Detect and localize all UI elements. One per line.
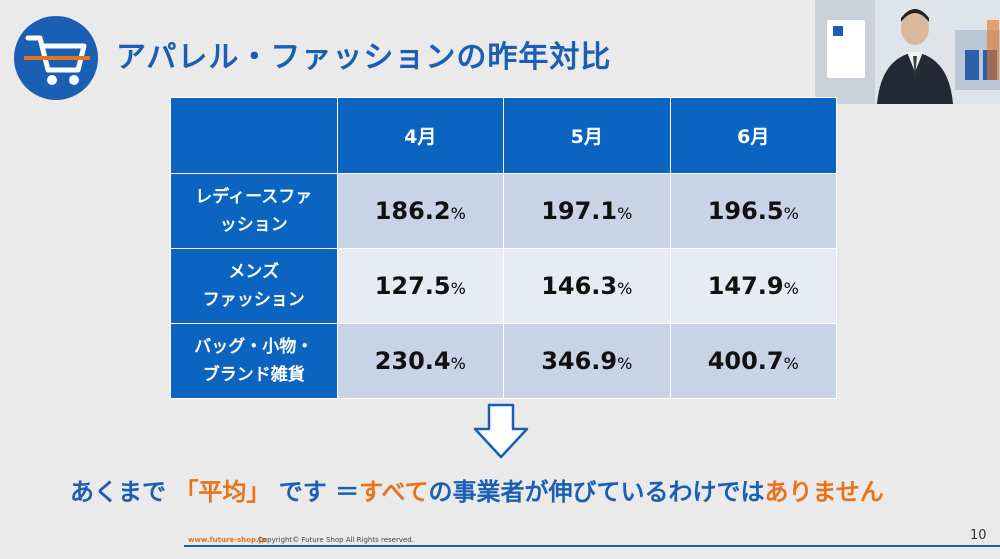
table-header-april: 4月 — [336, 97, 504, 174]
cart-badge — [14, 16, 98, 100]
page-number: 10 — [970, 528, 987, 543]
slide-title: アパレル・ファッションの昨年対比 — [116, 40, 612, 75]
conclusion-text: あくまで 「平均」 です ＝すべての事業者が伸びているわけではありません — [70, 478, 884, 506]
comparison-table: 4月 5月 6月 レディースファ ッション 186.2% 197.1% 196.… — [170, 97, 837, 399]
table-row: バッグ・小物・ ブランド雑貨 230.4% 346.9% 400.7% — [170, 323, 837, 399]
row-label-ladies: レディースファ ッション — [170, 173, 338, 249]
footer-divider — [184, 545, 1000, 547]
table-cell: 196.5% — [669, 173, 837, 249]
shopping-cart-icon — [24, 35, 90, 85]
table-cell: 400.7% — [669, 323, 837, 399]
table-header-may: 5月 — [503, 97, 671, 174]
table-cell: 197.1% — [503, 173, 671, 249]
row-label-mens: メンズ ファッション — [170, 248, 338, 324]
table-cell: 346.9% — [503, 323, 671, 399]
table-row: メンズ ファッション 127.5% 146.3% 147.9% — [170, 248, 837, 324]
footer-url: www.future-shop.jp — [188, 536, 267, 544]
table-row: レディースファ ッション 186.2% 197.1% 196.5% — [170, 173, 837, 249]
table-header-corner — [170, 97, 338, 174]
table-cell: 146.3% — [503, 248, 671, 324]
table-cell: 186.2% — [336, 173, 504, 249]
table-header-june: 6月 — [669, 97, 837, 174]
table-cell: 230.4% — [336, 323, 504, 399]
footer-copyright: Copyright© Future Shop All Rights reserv… — [258, 536, 414, 544]
table-cell: 147.9% — [669, 248, 837, 324]
table-cell: 127.5% — [336, 248, 504, 324]
webcam-feed — [815, 0, 1000, 104]
down-arrow-icon — [473, 403, 529, 459]
row-label-bags: バッグ・小物・ ブランド雑貨 — [170, 323, 338, 399]
